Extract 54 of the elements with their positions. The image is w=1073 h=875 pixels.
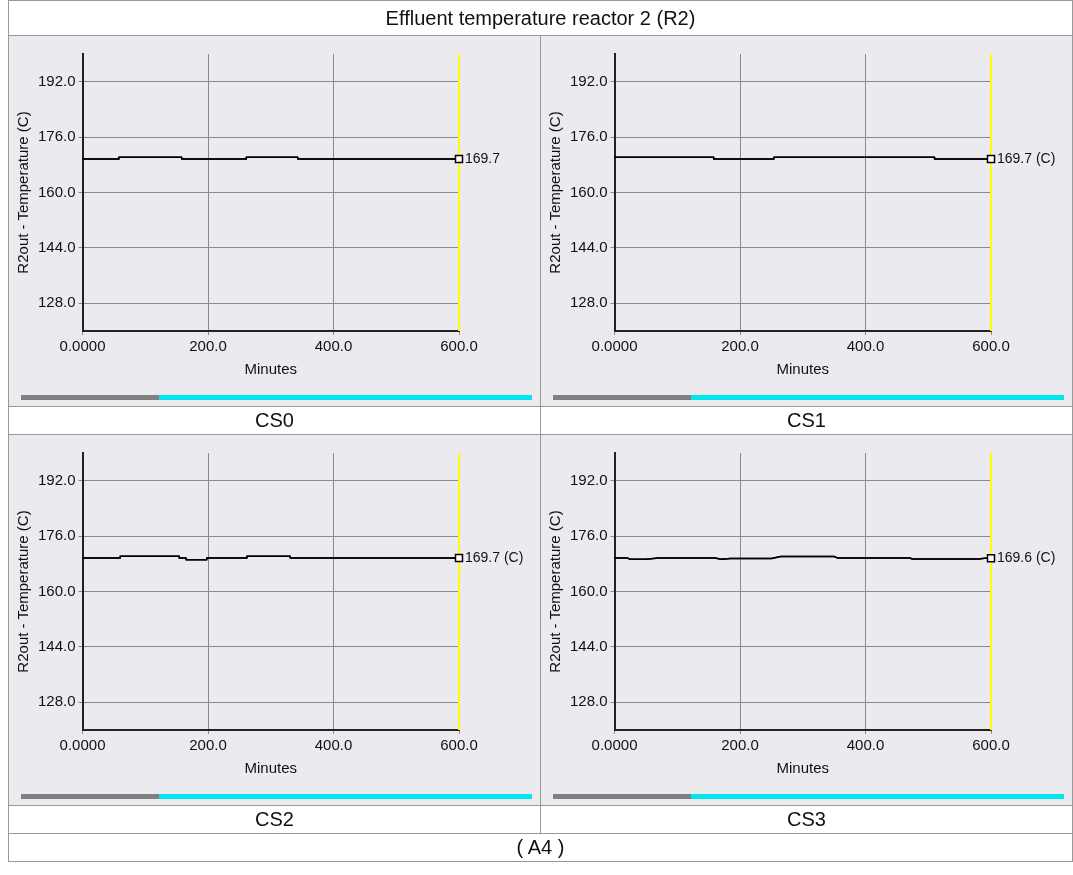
x-tick-label: 0.0000 <box>59 736 106 754</box>
y-tick-label: 144.0 <box>37 637 76 655</box>
text: Effluent temperature reactor 2 (R2) <box>8 0 1073 36</box>
x-tick-label: 400.0 <box>314 736 353 754</box>
x-axis-title: Minutes <box>776 759 830 777</box>
y-tick-label: 144.0 <box>37 238 76 256</box>
x-tick-label: 600.0 <box>972 337 1010 355</box>
y-tick-label: 128.0 <box>37 293 76 311</box>
text: ( A4 ) <box>8 833 1073 862</box>
y-tick-label: 176.0 <box>37 526 76 544</box>
x-tick-label: 400.0 <box>314 337 353 355</box>
x-tick-label: 600.0 <box>440 736 478 754</box>
data-label: 169.6 (C) <box>997 549 1056 566</box>
x-tick-label: 0.0000 <box>591 736 638 754</box>
x-axis-title: Minutes <box>244 759 298 777</box>
y-tick-label: 176.0 <box>37 127 76 145</box>
y-tick-label: 160.0 <box>37 182 76 200</box>
y-tick-label: 192.0 <box>37 470 76 488</box>
y-tick-label: 128.0 <box>569 692 608 710</box>
x-tick-label: 400.0 <box>846 736 885 754</box>
text: CS2 <box>8 805 541 834</box>
x-axis-title: Minutes <box>776 360 830 378</box>
x-tick-label: 200.0 <box>189 736 227 754</box>
y-tick-label: 176.0 <box>569 526 608 544</box>
x-tick-label: 0.0000 <box>591 337 638 355</box>
x-tick-label: 600.0 <box>972 736 1010 754</box>
y-tick-label: 192.0 <box>569 71 608 89</box>
y-axis-title: R2out - Temperature (C) <box>14 510 32 673</box>
y-axis-title: R2out - Temperature (C) <box>14 111 32 274</box>
y-tick-label: 144.0 <box>569 238 608 256</box>
x-tick-label: 400.0 <box>846 337 885 355</box>
x-tick-label: 200.0 <box>721 337 759 355</box>
x-tick-label: 600.0 <box>440 337 478 355</box>
y-tick-label: 128.0 <box>569 293 608 311</box>
text: CS0 <box>8 406 541 435</box>
data-label: 169.7 (C) <box>997 149 1056 166</box>
y-axis-title: R2out - Temperature (C) <box>546 111 564 274</box>
x-tick-label: 0.0000 <box>59 337 106 355</box>
y-tick-label: 144.0 <box>569 637 608 655</box>
y-tick-label: 160.0 <box>569 182 608 200</box>
x-tick-label: 200.0 <box>189 337 227 355</box>
y-axis-title: R2out - Temperature (C) <box>546 510 564 673</box>
y-tick-label: 176.0 <box>569 127 608 145</box>
x-axis-title: Minutes <box>244 360 298 378</box>
y-tick-label: 160.0 <box>569 581 608 599</box>
x-tick-label: 200.0 <box>721 736 759 754</box>
text: CS1 <box>540 406 1073 435</box>
y-tick-label: 160.0 <box>37 581 76 599</box>
data-label: 169.7 <box>465 149 501 166</box>
data-label: 169.7 (C) <box>465 548 524 565</box>
y-tick-label: 128.0 <box>37 692 76 710</box>
y-tick-label: 192.0 <box>569 470 608 488</box>
y-tick-label: 192.0 <box>37 71 76 89</box>
text: CS3 <box>540 805 1073 834</box>
